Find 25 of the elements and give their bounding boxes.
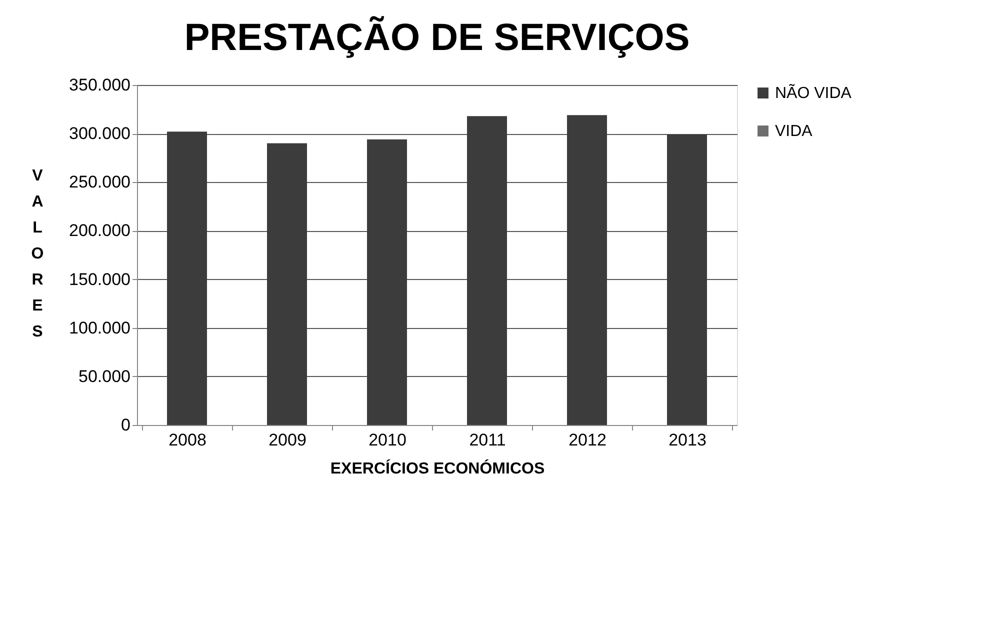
chart-title: PRESTAÇÃO DE SERVIÇOS bbox=[184, 16, 690, 59]
y-tick-label: 300.000 bbox=[69, 124, 130, 144]
x-tick-label: 2011 bbox=[469, 430, 506, 450]
x-axis-title: EXERCÍCIOS ECONÓMICOS bbox=[330, 458, 545, 478]
x-tick-label: 2013 bbox=[668, 430, 706, 450]
bar bbox=[267, 143, 307, 425]
x-tick-label: 2008 bbox=[168, 430, 206, 450]
y-tick-label: 150.000 bbox=[69, 270, 130, 289]
bar bbox=[367, 139, 407, 425]
bar bbox=[467, 116, 507, 425]
bar bbox=[667, 134, 707, 425]
y-tick-label: 200.000 bbox=[69, 221, 130, 240]
x-tick-label: 2009 bbox=[268, 430, 306, 450]
x-tick-label: 2012 bbox=[568, 430, 606, 450]
y-tick-label: 100.000 bbox=[69, 318, 130, 338]
legend-label: VIDA bbox=[775, 123, 813, 140]
y-axis-title: VALORES bbox=[31, 168, 44, 340]
y-tick-label: 50.000 bbox=[78, 366, 130, 386]
y-tick-label: 350.000 bbox=[69, 76, 130, 94]
y-tick-label: 250.000 bbox=[69, 172, 130, 192]
x-tick-label: 2010 bbox=[368, 430, 406, 450]
y-tick-label: 0 bbox=[121, 416, 130, 434]
legend-label: NÃO VIDA bbox=[775, 83, 852, 102]
bar bbox=[567, 115, 607, 425]
bar bbox=[167, 132, 207, 425]
